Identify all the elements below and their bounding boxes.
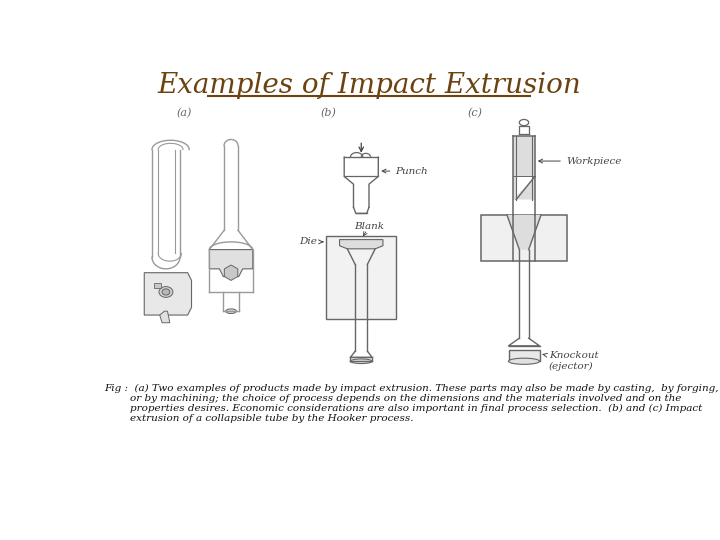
Ellipse shape: [162, 289, 170, 295]
Polygon shape: [340, 240, 383, 249]
Text: (a): (a): [177, 108, 192, 118]
Text: Punch: Punch: [382, 166, 428, 176]
Bar: [513, 137, 535, 177]
Text: Examples of Impact Extrusion: Examples of Impact Extrusion: [157, 72, 581, 99]
Ellipse shape: [225, 309, 236, 314]
Polygon shape: [160, 311, 170, 323]
Bar: [326, 236, 396, 319]
Polygon shape: [210, 249, 253, 276]
Polygon shape: [144, 273, 192, 315]
Polygon shape: [507, 215, 541, 249]
Text: (b): (b): [321, 108, 337, 118]
Bar: [508, 350, 539, 361]
Bar: [482, 215, 567, 261]
Polygon shape: [225, 265, 238, 280]
Bar: [513, 137, 516, 200]
Text: Die: Die: [300, 238, 323, 246]
Text: Blank: Blank: [354, 222, 384, 231]
Polygon shape: [513, 177, 535, 200]
Text: extrusion of a collapsible tube by the Hooker process.: extrusion of a collapsible tube by the H…: [104, 414, 413, 423]
Text: (c): (c): [468, 108, 482, 118]
Text: Knockout
(ejector): Knockout (ejector): [543, 352, 598, 371]
Bar: [532, 137, 535, 200]
Ellipse shape: [351, 359, 372, 363]
Text: or by machining; the choice of process depends on the dimensions and the materia: or by machining; the choice of process d…: [104, 394, 681, 403]
Bar: [154, 284, 161, 288]
Text: Workpiece: Workpiece: [539, 157, 621, 166]
Text: Fig :  (a) Two examples of products made by impact extrusion. These parts may al: Fig : (a) Two examples of products made …: [104, 384, 719, 394]
Ellipse shape: [159, 287, 173, 298]
Text: properties desires. Economic considerations are also important in final process : properties desires. Economic considerati…: [104, 404, 702, 414]
Ellipse shape: [508, 358, 539, 365]
